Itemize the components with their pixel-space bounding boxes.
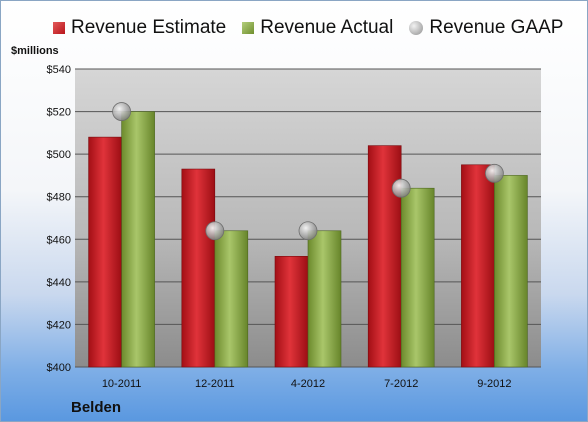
bar-revenue-estimate bbox=[274, 256, 309, 368]
legend-label-actual: Revenue Actual bbox=[260, 17, 394, 38]
legend-label-estimate: Revenue Estimate bbox=[71, 17, 227, 38]
bar-revenue-estimate bbox=[88, 136, 122, 368]
legend-item-actual: Revenue Actual bbox=[242, 17, 393, 39]
legend-item-gaap: Revenue GAAP bbox=[409, 17, 563, 39]
legend-label-gaap: Revenue GAAP bbox=[429, 17, 564, 38]
y-tick-label: $460 bbox=[47, 234, 71, 246]
legend-swatch-actual bbox=[242, 22, 255, 34]
y-axis-unit-label: $millions bbox=[11, 45, 59, 57]
chart-legend: Revenue Estimate Revenue Actual Revenue … bbox=[53, 17, 563, 39]
y-tick-label: $420 bbox=[47, 319, 71, 331]
point-revenue-gaap bbox=[205, 221, 225, 241]
y-tick-label: $520 bbox=[47, 107, 71, 119]
point-revenue-gaap bbox=[484, 163, 504, 183]
legend-swatch-estimate bbox=[53, 22, 65, 34]
legend-swatch-gaap bbox=[409, 21, 424, 35]
y-tick-label: $480 bbox=[47, 192, 71, 204]
y-tick-label: $500 bbox=[47, 149, 71, 161]
bar-revenue-estimate bbox=[461, 164, 495, 368]
x-tick-label: 4-2012 bbox=[291, 378, 325, 390]
x-tick-label: 9-2012 bbox=[477, 378, 511, 390]
bar-revenue-actual bbox=[121, 111, 155, 368]
x-tick-label: 7-2012 bbox=[384, 378, 418, 390]
bar-revenue-actual bbox=[307, 230, 342, 368]
x-tick-label: 10-2011 bbox=[102, 378, 142, 390]
company-name: Belden bbox=[71, 399, 122, 416]
bar-revenue-actual bbox=[214, 230, 249, 368]
bar-revenue-actual bbox=[494, 175, 528, 368]
x-tick-label: 12-2011 bbox=[195, 378, 235, 390]
point-revenue-gaap bbox=[298, 221, 318, 241]
y-tick-label: $540 bbox=[47, 64, 71, 76]
legend-item-estimate: Revenue Estimate bbox=[53, 17, 226, 39]
y-tick-label: $440 bbox=[47, 277, 71, 289]
bar-revenue-estimate bbox=[367, 145, 402, 368]
bar-revenue-estimate bbox=[181, 168, 216, 368]
point-revenue-gaap bbox=[391, 178, 411, 198]
bar-revenue-actual bbox=[400, 187, 435, 368]
y-tick-label: $400 bbox=[47, 362, 71, 374]
point-revenue-gaap bbox=[112, 102, 131, 121]
